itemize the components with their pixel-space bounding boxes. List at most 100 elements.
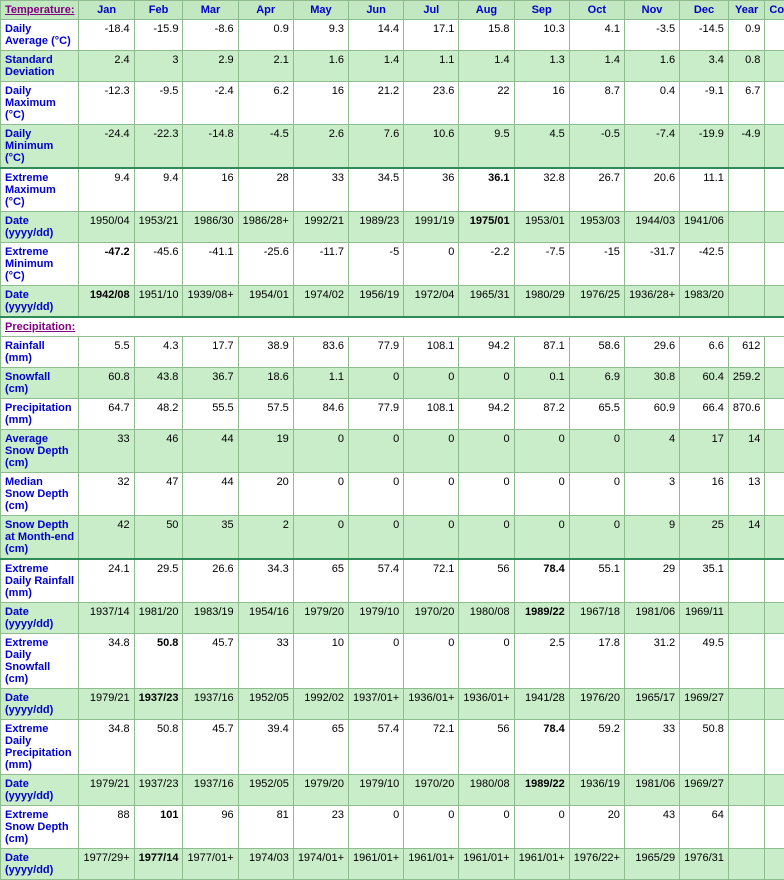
cell: 10.3: [514, 20, 569, 51]
col-may: May: [293, 1, 348, 20]
cell: [728, 634, 765, 689]
cell: C: [765, 473, 784, 516]
cell: 17.8: [569, 634, 624, 689]
cell: 36: [404, 168, 459, 212]
col-mar: Mar: [183, 1, 238, 20]
cell: 14: [728, 516, 765, 560]
cell: -4.5: [238, 125, 293, 169]
cell: 1936/19: [569, 775, 624, 806]
cell: 57.4: [349, 559, 404, 603]
table-row: Extreme Snow Depth (cm)88101968123000020…: [1, 806, 784, 849]
cell: 0: [293, 473, 348, 516]
cell: C: [765, 516, 784, 560]
cell: 88: [79, 806, 134, 849]
col-jun: Jun: [349, 1, 404, 20]
cell: 1950/04: [79, 212, 134, 243]
cell: 0.9: [728, 20, 765, 51]
cell: 0: [514, 806, 569, 849]
cell: 24.1: [79, 559, 134, 603]
cell: 1.6: [293, 51, 348, 82]
table-row: Snowfall (cm)60.843.836.718.61.10000.16.…: [1, 368, 784, 399]
cell: -18.4: [79, 20, 134, 51]
row-label: Date (yyyy/dd): [1, 603, 79, 634]
row-label: Extreme Daily Rainfall (mm): [1, 559, 79, 603]
cell: 18.6: [238, 368, 293, 399]
cell: 6.9: [569, 368, 624, 399]
cell: 0.1: [514, 368, 569, 399]
header-first: Temperature:: [1, 1, 79, 20]
cell: 259.2: [728, 368, 765, 399]
cell: -0.5: [569, 125, 624, 169]
cell: 11.1: [680, 168, 729, 212]
cell: -19.9: [680, 125, 729, 169]
cell: 2.9: [183, 51, 238, 82]
cell: 56: [459, 559, 514, 603]
table-row: Daily Maximum (°C)-12.3-9.5-2.46.21621.2…: [1, 82, 784, 125]
cell: 0: [459, 368, 514, 399]
cell: 0: [349, 806, 404, 849]
cell: 1.4: [569, 51, 624, 82]
cell: 10.6: [404, 125, 459, 169]
cell: 0: [404, 473, 459, 516]
cell: -45.6: [134, 243, 183, 286]
cell: 1977/14: [134, 849, 183, 880]
cell: -47.2: [79, 243, 134, 286]
cell: [728, 559, 765, 603]
cell: 38.9: [238, 337, 293, 368]
cell: 1941/06: [680, 212, 729, 243]
table-row: Standard Deviation2.432.92.11.61.41.11.4…: [1, 51, 784, 82]
cell: 96: [183, 806, 238, 849]
cell: 0: [404, 243, 459, 286]
cell: 35.1: [680, 559, 729, 603]
table-row: Precipitation (mm)64.748.255.557.584.677…: [1, 399, 784, 430]
cell: 1937/14: [79, 603, 134, 634]
cell: 72.1: [404, 559, 459, 603]
cell: [765, 603, 784, 634]
cell: 60.4: [680, 368, 729, 399]
cell: 1989/22: [514, 775, 569, 806]
cell: 94.2: [459, 337, 514, 368]
cell: 1976/22+: [569, 849, 624, 880]
cell: 1953/21: [134, 212, 183, 243]
cell: 0: [569, 430, 624, 473]
cell: 1951/10: [134, 286, 183, 318]
row-label: Extreme Daily Precipitation (mm): [1, 720, 79, 775]
cell: 46: [134, 430, 183, 473]
cell: 30.8: [624, 368, 679, 399]
cell: 33: [79, 430, 134, 473]
row-label: Daily Maximum (°C): [1, 82, 79, 125]
cell: 65: [293, 720, 348, 775]
cell: 14: [728, 430, 765, 473]
cell: 60.8: [79, 368, 134, 399]
cell: -31.7: [624, 243, 679, 286]
cell: -7.5: [514, 243, 569, 286]
cell: 2.1: [238, 51, 293, 82]
row-label: Date (yyyy/dd): [1, 775, 79, 806]
cell: 1969/11: [680, 603, 729, 634]
cell: 1975/01: [459, 212, 514, 243]
cell: C: [765, 51, 784, 82]
cell: 612: [728, 337, 765, 368]
cell: 1977/29+: [79, 849, 134, 880]
cell: 29: [624, 559, 679, 603]
cell: 48.2: [134, 399, 183, 430]
cell: 16: [514, 82, 569, 125]
cell: 1937/16: [183, 689, 238, 720]
cell: 26.7: [569, 168, 624, 212]
cell: 1983/20: [680, 286, 729, 318]
cell: 0: [404, 806, 459, 849]
cell: 1992/21: [293, 212, 348, 243]
cell: 1986/30: [183, 212, 238, 243]
cell: 59.2: [569, 720, 624, 775]
cell: 1961/01+: [404, 849, 459, 880]
cell: 43.8: [134, 368, 183, 399]
cell: 1981/06: [624, 603, 679, 634]
cell: 33: [293, 168, 348, 212]
cell: [728, 775, 765, 806]
cell: 1976/31: [680, 849, 729, 880]
cell: 78.4: [514, 720, 569, 775]
col-nov: Nov: [624, 1, 679, 20]
cell: 9.4: [79, 168, 134, 212]
cell: 1.4: [459, 51, 514, 82]
cell: 0: [514, 430, 569, 473]
